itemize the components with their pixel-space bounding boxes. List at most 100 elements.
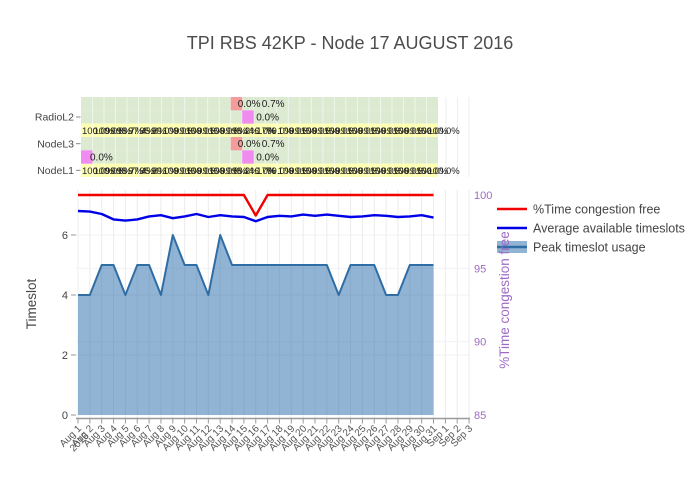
legend-label-average[interactable]: Average available timeslots bbox=[533, 222, 685, 236]
heatmap-value-label: 95.8% bbox=[140, 166, 167, 177]
heatmap-value-label: 100.0% bbox=[416, 126, 449, 137]
left-axis-tick-label: 4 bbox=[62, 290, 68, 302]
heatmap-cell-label: 0.0% bbox=[256, 112, 279, 123]
left-axis-tick-label: 2 bbox=[62, 350, 68, 362]
heatmap-value-label: 99.6% bbox=[358, 126, 385, 137]
heatmap-value-label: 99.6% bbox=[335, 126, 362, 137]
heatmap-value-label: 100.0% bbox=[209, 166, 242, 177]
heatmap-value-label: 99.6% bbox=[358, 166, 385, 177]
heatmap-cell-label: 0.0% bbox=[256, 152, 279, 163]
heatmap-value-label: 99.6% bbox=[289, 166, 316, 177]
heatmap-value-label: 70.0% bbox=[266, 126, 293, 137]
right-axis-tick-label: 85 bbox=[474, 410, 486, 422]
heatmap-value-label: 44.17% bbox=[243, 166, 276, 177]
heatmap-value-label: 100.0% bbox=[278, 166, 311, 177]
heatmap-value-label: 99.6% bbox=[312, 166, 339, 177]
heatmap-value-label: 99.6% bbox=[335, 166, 362, 177]
heatmap-value-label: 99.0% bbox=[151, 126, 178, 137]
right-axis-tick-label: 95 bbox=[474, 263, 486, 275]
heatmap-cell-magenta[interactable] bbox=[242, 110, 254, 124]
heatmap-cell-label: 0.7% bbox=[262, 99, 285, 110]
heatmap-row bbox=[81, 123, 438, 137]
heatmap-value-label: 98.2% bbox=[232, 166, 259, 177]
right-axis-title: %Time congestion free bbox=[497, 231, 512, 369]
heatmap-value-label: 70.0% bbox=[266, 166, 293, 177]
heatmap-value-label: 98.7% bbox=[117, 126, 144, 137]
heatmap-value-label: 99.6% bbox=[105, 166, 132, 177]
series-average-line[interactable] bbox=[77, 209, 434, 223]
heatmap-value-label: 97.4% bbox=[128, 166, 155, 177]
heatmap-value-label: 100.0% bbox=[94, 166, 127, 177]
heatmap-row bbox=[81, 150, 438, 164]
legend: %Time congestion free Average available … bbox=[497, 203, 685, 255]
heatmap-value-label: 100.0% bbox=[82, 166, 115, 177]
heatmap-value-label: 100.0% bbox=[393, 126, 426, 137]
heatmap-value-label: 99.6% bbox=[404, 166, 431, 177]
heatmap-value-label: 100.0% bbox=[82, 126, 115, 137]
heatmap-row bbox=[81, 163, 438, 177]
chart-series-layer bbox=[77, 193, 434, 415]
heatmap-value-label: 99.6% bbox=[220, 166, 247, 177]
heatmap-value-label: 99.0% bbox=[151, 166, 178, 177]
heatmap-value-label: 99.6% bbox=[174, 166, 201, 177]
heatmap-value-label: 99.6% bbox=[197, 166, 224, 177]
series-peak-line[interactable] bbox=[78, 234, 434, 296]
heatmap-row bbox=[81, 97, 438, 111]
heatmap-value-label: 100.0% bbox=[427, 126, 460, 137]
heatmap-value-label: 100.0% bbox=[370, 166, 403, 177]
series-congestion-line[interactable] bbox=[78, 193, 434, 217]
heatmap-cell-red[interactable] bbox=[230, 97, 243, 111]
heatmap-cell-label: 0.0% bbox=[238, 99, 261, 110]
heatmap-value-label: 100.0% bbox=[186, 126, 219, 137]
left-axis-tick-label: 0 bbox=[62, 410, 68, 422]
heatmap-value-label: 44.17% bbox=[243, 126, 276, 137]
heatmap-value-label: 99.6% bbox=[197, 126, 224, 137]
heatmap-row-label: RadioL2 bbox=[35, 112, 74, 124]
heatmap-cell-label: 0.7% bbox=[262, 139, 285, 150]
heatmap-row-label: NodeL3 bbox=[37, 138, 74, 150]
heatmap-cell-label: 0.0% bbox=[90, 152, 113, 163]
heatmap-row bbox=[81, 137, 438, 151]
heatmap-value-label: 95.8% bbox=[140, 126, 167, 137]
heatmap-row bbox=[81, 110, 438, 124]
heatmap-cell-magenta[interactable] bbox=[242, 150, 254, 164]
left-axis-tick-label: 6 bbox=[62, 230, 68, 242]
heatmap-value-label: 100.0% bbox=[347, 166, 380, 177]
heatmap-value-label: 100.0% bbox=[186, 166, 219, 177]
heatmap-value-label: 100.0% bbox=[94, 126, 127, 137]
heatmap-value-label: 99.6% bbox=[220, 126, 247, 137]
heatmap-cell-label: 0.0% bbox=[238, 139, 261, 150]
heatmap-value-label: 100.0% bbox=[427, 166, 460, 177]
heatmap-value-label: 100.0% bbox=[209, 126, 242, 137]
heatmap-value-label: 97.4% bbox=[128, 126, 155, 137]
heatmap-value-label: 99.6% bbox=[381, 166, 408, 177]
heatmap-value-label: 98.2% bbox=[232, 126, 259, 137]
heatmap-value-label: 0.0% bbox=[255, 166, 277, 177]
legend-label-congestion[interactable]: %Time congestion free bbox=[533, 203, 660, 217]
heatmap-value-label: 100.0% bbox=[163, 126, 196, 137]
heatmap-value-label: 99.6% bbox=[174, 126, 201, 137]
heatmap-value-label: 100.0% bbox=[301, 126, 334, 137]
right-axis-tick-label: 100 bbox=[474, 190, 492, 202]
heatmap-value-label: 100.0% bbox=[393, 166, 426, 177]
heatmap-value-label: 100.0% bbox=[324, 166, 357, 177]
heatmap-value-label: 99.6% bbox=[381, 126, 408, 137]
heatmap-cell-magenta[interactable] bbox=[81, 150, 93, 164]
heatmap-value-label: 0.0% bbox=[255, 126, 277, 137]
heatmap-value-label: 100.0% bbox=[370, 126, 403, 137]
heatmap-cell-red[interactable] bbox=[230, 137, 243, 151]
heatmap-value-label: 100.0% bbox=[301, 166, 334, 177]
heatmap-value-label: 99.6% bbox=[404, 126, 431, 137]
heatmap-value-label: 100.0% bbox=[278, 126, 311, 137]
right-axis-tick-label: 90 bbox=[474, 337, 486, 349]
legend-label-peak[interactable]: Peak timeslot usage bbox=[533, 241, 646, 255]
heatmap-row-label: NodeL1 bbox=[37, 165, 74, 177]
heatmap-value-label: 100.0% bbox=[163, 166, 196, 177]
heatmap-value-label: 99.6% bbox=[105, 126, 132, 137]
heatmap-value-label: 100.0% bbox=[324, 126, 357, 137]
left-axis-title: Timeslot bbox=[24, 279, 39, 330]
heatmap-value-label: 100.0% bbox=[416, 166, 449, 177]
heatmap-value-label: 100.0% bbox=[347, 126, 380, 137]
heatmap-value-label: 99.6% bbox=[289, 126, 316, 137]
